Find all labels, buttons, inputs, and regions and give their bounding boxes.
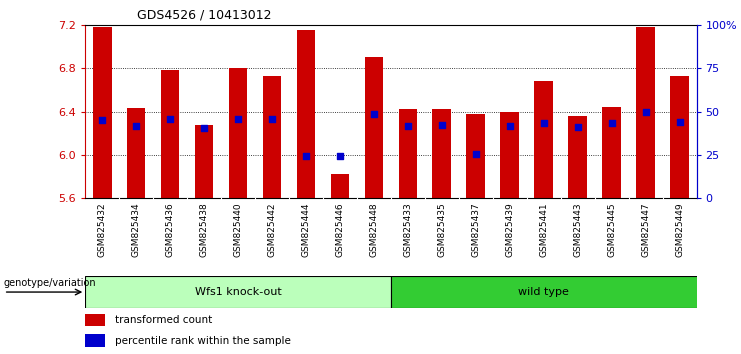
Bar [161,70,179,198]
Bar [534,81,553,198]
Point [504,123,516,129]
Text: GSM825447: GSM825447 [641,202,650,257]
Point [368,111,380,116]
Text: GSM825442: GSM825442 [268,202,276,257]
Bar [195,125,213,198]
Text: GSM825443: GSM825443 [574,202,582,257]
Bar [637,27,655,198]
Text: wild type: wild type [518,287,569,297]
Text: GSM825434: GSM825434 [132,202,141,257]
Text: genotype/variation: genotype/variation [4,278,96,288]
Point [605,121,617,126]
Point [402,123,413,129]
Bar [391,276,714,308]
Bar [602,107,621,198]
Text: GSM825438: GSM825438 [199,202,208,257]
Text: GDS4526 / 10413012: GDS4526 / 10413012 [137,9,272,22]
Bar [93,27,112,198]
Bar [262,76,282,198]
Point [572,124,584,130]
Point [639,109,651,114]
Text: GSM825439: GSM825439 [505,202,514,257]
Bar [670,76,689,198]
Point [470,151,482,156]
Point [198,125,210,131]
Text: Wfs1 knock-out: Wfs1 knock-out [195,287,282,297]
Bar [399,109,417,198]
Point [266,116,278,122]
Text: GSM825444: GSM825444 [302,202,310,257]
Point [130,123,142,129]
Point [165,116,176,122]
Point [436,122,448,127]
Bar [330,175,349,198]
Bar [500,112,519,198]
Text: transformed count: transformed count [116,315,213,325]
Text: GSM825449: GSM825449 [675,202,684,257]
Point [96,118,108,123]
Text: percentile rank within the sample: percentile rank within the sample [116,336,291,346]
Bar [365,57,383,198]
Text: GSM825445: GSM825445 [607,202,616,257]
Text: GSM825448: GSM825448 [370,202,379,257]
Text: GSM825433: GSM825433 [403,202,412,257]
Bar [433,109,451,198]
Bar [85,276,391,308]
Bar [296,30,316,198]
Text: GSM825432: GSM825432 [98,202,107,257]
Text: GSM825435: GSM825435 [437,202,446,257]
Text: GSM825446: GSM825446 [336,202,345,257]
Bar [568,116,587,198]
Point [334,153,346,159]
Point [674,120,685,125]
Bar [85,334,105,347]
Bar [127,108,145,198]
Text: GSM825440: GSM825440 [233,202,242,257]
Point [538,121,550,126]
Point [300,153,312,159]
Bar [229,68,247,198]
Text: GSM825441: GSM825441 [539,202,548,257]
Bar [466,114,485,198]
Text: GSM825436: GSM825436 [166,202,175,257]
Point [232,116,244,122]
Text: GSM825437: GSM825437 [471,202,480,257]
Bar [85,314,105,326]
